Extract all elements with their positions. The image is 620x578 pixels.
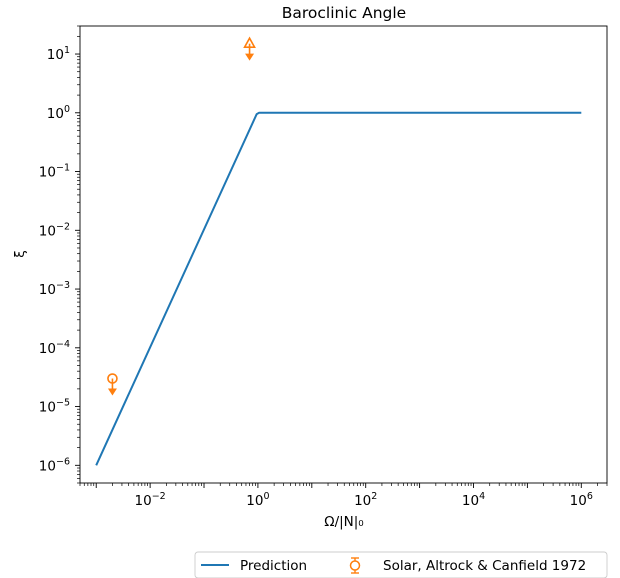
y-axis-ticks: 10−6 10−5 10−4 10−3 10−2 10−1 100 101 (39, 25, 80, 484)
legend-entry-solar-observation: Solar, Altrock & Canfield 1972 (383, 558, 586, 574)
x-tick-label: 100 (246, 491, 269, 509)
observation-point-1-limit-arrow (245, 53, 255, 61)
x-tick-label: 10−2 (135, 491, 166, 509)
y-tick-label: 10−1 (39, 163, 70, 181)
legend-marker-swatch (349, 557, 361, 574)
x-tick-label: 106 (570, 491, 593, 509)
marker-layer (107, 36, 256, 396)
x-axis-ticks: 10−2 100 102 104 106 (79, 483, 608, 509)
y-axis-label: ξ (12, 250, 28, 258)
x-tick-label: 102 (354, 491, 377, 509)
x-axis-label: Ω/|N|₀ (324, 514, 363, 530)
y-tick-label: 10−4 (39, 339, 70, 357)
y-tick-label: 10−3 (39, 280, 70, 298)
y-tick-label: 10−2 (39, 221, 70, 239)
y-tick-label: 10−5 (39, 398, 70, 416)
y-tick-label: 100 (47, 104, 70, 122)
prediction-line (95, 111, 582, 466)
x-tick-label: 104 (462, 491, 485, 509)
observation-point-1-triangle-marker (243, 36, 256, 48)
legend-box (194, 551, 608, 578)
observation-point-0-circle-marker (107, 373, 118, 384)
y-tick-label: 101 (47, 45, 70, 63)
legend-entry-prediction: Prediction (240, 558, 307, 574)
y-tick-label: 10−6 (39, 456, 70, 474)
legend-circle-marker (349, 560, 361, 571)
chart-title: Baroclinic Angle (282, 4, 406, 22)
plot-area-frame (79, 25, 608, 484)
observation-point-0-limit-arrow (107, 388, 117, 396)
chart-legend: Prediction Solar, Altrock & Canfield 197… (194, 551, 608, 578)
series-layer (95, 111, 582, 466)
